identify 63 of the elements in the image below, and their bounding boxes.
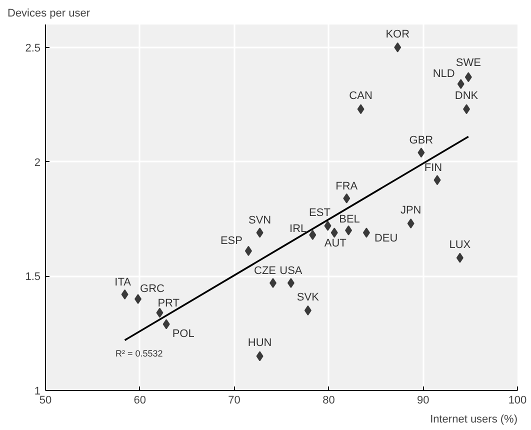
annotation: AUT	[324, 238, 347, 250]
annotation: R² = 0.5532	[116, 348, 163, 358]
point	[362, 228, 370, 238]
point	[463, 104, 470, 114]
annotation: PRT	[158, 298, 180, 310]
x-tick-label: 50	[39, 394, 52, 406]
y-tick-label: 2	[34, 156, 41, 169]
annotation: LUX	[449, 238, 472, 251]
annotation: GRC	[140, 283, 165, 295]
annotation: SVN	[248, 214, 272, 227]
point	[457, 78, 464, 89]
y-axis-title: Devices per user	[8, 8, 90, 20]
annotation: ESP	[220, 234, 242, 247]
annotation: GBR	[409, 134, 434, 147]
point	[256, 228, 264, 238]
point	[270, 278, 277, 288]
annotation: FIN	[424, 162, 442, 174]
point	[162, 319, 170, 330]
annotation: EST	[309, 206, 331, 219]
point	[434, 175, 441, 186]
annotation: SWE	[456, 57, 481, 70]
x-tick-label: 70	[228, 394, 240, 406]
point	[134, 294, 142, 304]
annotation: ITA	[114, 276, 132, 288]
y-tick-label: 1.5	[25, 271, 41, 284]
annotation: JPN	[400, 204, 422, 217]
annotation: SVK	[296, 291, 320, 304]
point	[357, 104, 364, 114]
annotation: POL	[172, 328, 194, 340]
x-tick-label: 100	[508, 394, 527, 406]
annotation: HUN	[248, 337, 272, 350]
annotation: CZE	[254, 264, 276, 277]
point	[156, 308, 164, 318]
point	[407, 218, 414, 229]
annotation: FRA	[336, 180, 358, 192]
annotation: USA	[280, 264, 303, 277]
annotation: DNK	[454, 90, 479, 102]
point	[287, 278, 294, 288]
point	[244, 246, 252, 256]
annotation: CAN	[349, 90, 372, 102]
annotation: KOR	[386, 28, 410, 40]
annotation: IRL	[290, 222, 307, 235]
point	[456, 252, 464, 263]
x-tick-label: 80	[322, 394, 335, 406]
point	[464, 72, 472, 82]
point	[309, 230, 316, 240]
point	[324, 220, 332, 231]
point	[394, 42, 402, 52]
x-tick-label: 90	[416, 394, 430, 406]
y-tick-label: 1	[34, 386, 41, 398]
y-tick-label: 2.5	[25, 42, 41, 54]
point	[418, 148, 425, 158]
point	[330, 228, 338, 238]
point	[121, 289, 128, 300]
point	[343, 193, 350, 204]
annotation: BEL	[339, 213, 360, 226]
x-tick-label: 60	[134, 394, 146, 406]
annotation: DEU	[374, 232, 398, 245]
point	[304, 305, 312, 316]
annotation: NLD	[432, 68, 455, 80]
x-axis-title: Internet users (%)	[430, 414, 518, 426]
point	[345, 225, 352, 236]
point	[256, 351, 264, 362]
